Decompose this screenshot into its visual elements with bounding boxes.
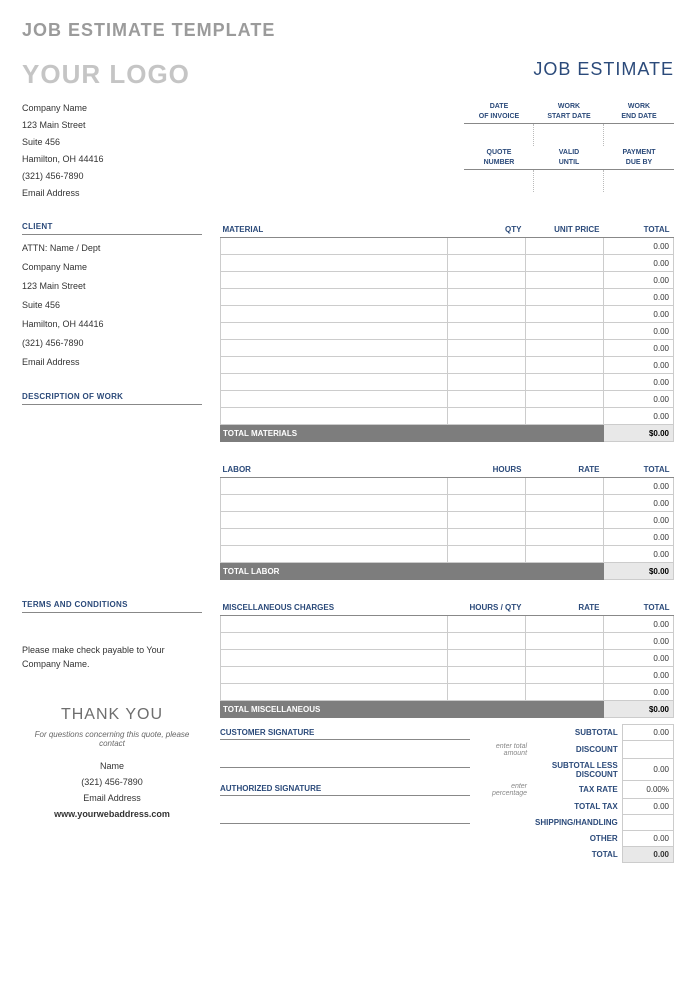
company-info: Company Name 123 Main Street Suite 456 H… <box>22 100 104 202</box>
description-heading: DESCRIPTION OF WORK <box>22 392 202 405</box>
contact-note: For questions concerning this quote, ple… <box>22 730 202 748</box>
tax-label: TOTAL TAX <box>531 799 622 815</box>
client-suite: Suite 456 <box>22 296 202 315</box>
labor-table: LABORHOURSRATETOTAL0.000.000.000.000.00T… <box>220 462 674 580</box>
client-email: Email Address <box>22 353 202 372</box>
client-street: 123 Main Street <box>22 277 202 296</box>
contact-name: Name <box>22 758 202 774</box>
less-label: SUBTOTAL LESS DISCOUNT <box>531 759 622 781</box>
client-attn: ATTN: Name / Dept <box>22 239 202 258</box>
taxrate-label: TAX RATE <box>531 781 622 799</box>
tax-value: 0.00 <box>622 799 673 815</box>
ship-value <box>622 815 673 831</box>
company-city: Hamilton, OH 44416 <box>22 151 104 168</box>
client-phone: (321) 456-7890 <box>22 334 202 353</box>
total-label: TOTAL <box>531 847 622 863</box>
total-value: 0.00 <box>622 847 673 863</box>
client-name: Company Name <box>22 258 202 277</box>
terms-text: Please make check payable to Your Compan… <box>22 643 202 671</box>
client-info: ATTN: Name / Dept Company Name 123 Main … <box>22 239 202 372</box>
other-label: OTHER <box>531 831 622 847</box>
contact-web: www.yourwebaddress.com <box>22 806 202 822</box>
logo-placeholder: YOUR LOGO <box>22 59 190 90</box>
discount-hint: enter total amount <box>488 741 531 759</box>
contact-info: Name (321) 456-7890 Email Address www.yo… <box>22 758 202 822</box>
customer-signature-label: CUSTOMER SIGNATURE <box>220 728 470 740</box>
authorized-signature-line <box>220 796 470 824</box>
date-boxes: DATEOF INVOICEWORKSTART DATEWORKEND DATE… <box>464 100 674 202</box>
client-heading: CLIENT <box>22 222 202 235</box>
thank-you: THANK YOU <box>22 706 202 724</box>
company-email: Email Address <box>22 185 104 202</box>
authorized-signature-label: AUTHORIZED SIGNATURE <box>220 784 470 796</box>
customer-signature-line <box>220 740 470 768</box>
client-city: Hamilton, OH 44416 <box>22 315 202 334</box>
company-suite: Suite 456 <box>22 134 104 151</box>
page-title: JOB ESTIMATE TEMPLATE <box>22 20 674 41</box>
company-phone: (321) 456-7890 <box>22 168 104 185</box>
terms-heading: TERMS AND CONDITIONS <box>22 600 202 613</box>
company-name: Company Name <box>22 100 104 117</box>
taxrate-hint: enter percentage <box>488 781 531 799</box>
misc-table: MISCELLANEOUS CHARGESHOURS / QTYRATETOTA… <box>220 600 674 718</box>
less-value: 0.00 <box>622 759 673 781</box>
contact-email: Email Address <box>22 790 202 806</box>
contact-phone: (321) 456-7890 <box>22 774 202 790</box>
ship-label: SHIPPING/HANDLING <box>531 815 622 831</box>
subtotal-label: SUBTOTAL <box>531 725 622 741</box>
document-title: JOB ESTIMATE <box>533 59 674 80</box>
discount-label: DISCOUNT <box>531 741 622 759</box>
discount-value <box>622 741 673 759</box>
other-value: 0.00 <box>622 831 673 847</box>
taxrate-value: 0.00% <box>622 781 673 799</box>
materials-table: MATERIALQTYUNIT PRICETOTAL0.000.000.000.… <box>220 222 674 442</box>
company-street: 123 Main Street <box>22 117 104 134</box>
subtotal-value: 0.00 <box>622 725 673 741</box>
summary-table: SUBTOTAL0.00 enter total amountDISCOUNT … <box>488 724 674 863</box>
